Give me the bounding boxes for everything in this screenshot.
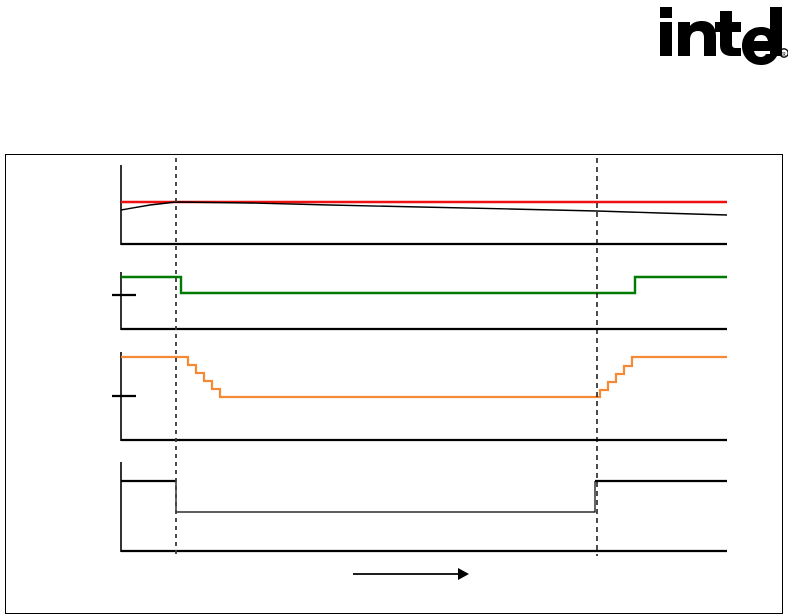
intel-logo: R [658,2,788,66]
svg-text:R: R [782,52,786,58]
intel-logo-mark: R [660,7,788,65]
figure-frame [5,154,783,614]
